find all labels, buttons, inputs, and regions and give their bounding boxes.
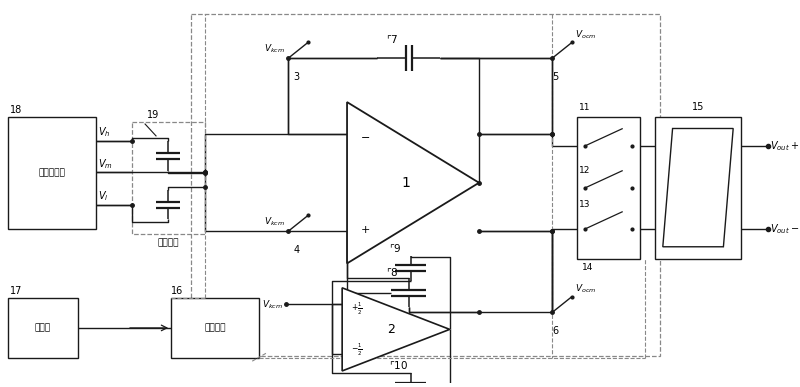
Text: $-$: $-$ bbox=[359, 131, 370, 141]
Text: 17: 17 bbox=[10, 286, 22, 296]
Text: 2: 2 bbox=[387, 323, 395, 336]
Text: 6: 6 bbox=[552, 326, 558, 336]
Bar bbox=[8, 298, 78, 358]
Text: $+$: $+$ bbox=[359, 224, 370, 235]
Text: 12: 12 bbox=[578, 166, 590, 175]
Text: $V_{ocm}$: $V_{ocm}$ bbox=[575, 28, 596, 41]
Text: $V_l$: $V_l$ bbox=[98, 189, 108, 203]
Bar bbox=[8, 117, 96, 229]
Text: 18: 18 bbox=[10, 105, 22, 115]
Bar bbox=[577, 117, 640, 259]
Text: $\ulcorner 10$: $\ulcorner 10$ bbox=[389, 359, 409, 371]
Text: 数字电路: 数字电路 bbox=[204, 324, 226, 332]
Text: 15: 15 bbox=[692, 102, 704, 112]
Text: 13: 13 bbox=[578, 200, 590, 209]
Text: $\ulcorner 8$: $\ulcorner 8$ bbox=[386, 266, 399, 278]
Text: 5: 5 bbox=[552, 72, 558, 82]
Text: $\ulcorner 9$: $\ulcorner 9$ bbox=[389, 241, 402, 253]
Text: $V_{ocm}$: $V_{ocm}$ bbox=[575, 282, 596, 295]
Text: 16: 16 bbox=[171, 286, 183, 296]
Text: 待测电容: 待测电容 bbox=[158, 238, 179, 247]
Bar bbox=[171, 298, 259, 358]
Text: $\ulcorner 7$: $\ulcorner 7$ bbox=[386, 33, 398, 45]
Bar bbox=[655, 117, 741, 259]
Text: $+\frac{1}{2}$: $+\frac{1}{2}$ bbox=[351, 301, 362, 317]
Text: 3: 3 bbox=[294, 72, 299, 82]
Text: 振荡器: 振荡器 bbox=[35, 324, 51, 332]
Text: 4: 4 bbox=[294, 245, 299, 255]
Text: 1: 1 bbox=[402, 176, 410, 190]
Text: $V_{out}-$: $V_{out}-$ bbox=[770, 222, 799, 236]
Polygon shape bbox=[347, 102, 479, 264]
Text: $V_{kcm}$: $V_{kcm}$ bbox=[265, 43, 286, 55]
Text: 19: 19 bbox=[146, 110, 159, 120]
Polygon shape bbox=[342, 288, 450, 371]
Text: 电压基准源: 电压基准源 bbox=[38, 168, 66, 177]
Text: $-\frac{1}{2}$: $-\frac{1}{2}$ bbox=[351, 341, 362, 358]
Text: $V_{kcm}$: $V_{kcm}$ bbox=[262, 298, 283, 311]
Text: 14: 14 bbox=[582, 264, 593, 272]
Text: $V_h$: $V_h$ bbox=[98, 125, 110, 139]
Text: 11: 11 bbox=[578, 103, 590, 112]
Bar bbox=[190, 14, 660, 356]
Text: $V_{kcm}$: $V_{kcm}$ bbox=[265, 216, 286, 228]
Text: $V_m$: $V_m$ bbox=[98, 157, 113, 171]
Text: $V_{out}+$: $V_{out}+$ bbox=[770, 139, 799, 153]
Bar bbox=[132, 122, 206, 234]
